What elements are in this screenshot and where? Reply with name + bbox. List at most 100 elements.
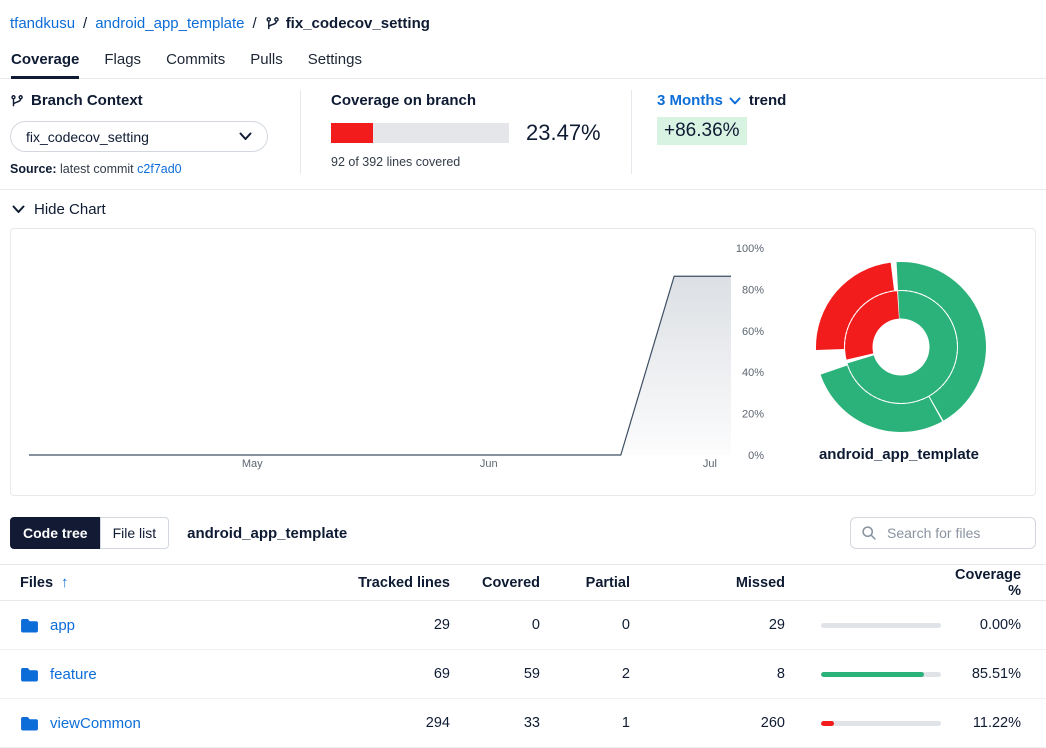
coverage-bar-track bbox=[821, 622, 941, 628]
breadcrumb-repo-link[interactable]: android_app_template bbox=[95, 15, 245, 32]
coverage-pct-column-header[interactable]: Coverage % bbox=[955, 566, 1022, 599]
coverage-on-branch-title: Coverage on branch bbox=[331, 92, 477, 109]
covered-value: 0 bbox=[531, 617, 540, 633]
folder-icon bbox=[20, 667, 39, 682]
x-tick-label: Jul bbox=[703, 458, 717, 470]
trend-period-value: 3 Months bbox=[657, 92, 723, 109]
file-search-input[interactable] bbox=[885, 524, 1025, 542]
coverage-bar-track bbox=[821, 671, 941, 677]
branch-selector-value: fix_codecov_setting bbox=[26, 128, 149, 145]
y-tick-label: 0% bbox=[748, 450, 764, 462]
files-table: Files ↑ Tracked lines Covered Partial Mi… bbox=[0, 564, 1046, 748]
trend-panel: 3 Months trend +86.36% bbox=[632, 88, 1046, 176]
chevron-down-icon bbox=[729, 97, 741, 105]
tracked-lines-column-header[interactable]: Tracked lines bbox=[358, 574, 450, 591]
source-label: Source: bbox=[10, 162, 57, 176]
tab-coverage[interactable]: Coverage bbox=[11, 45, 80, 79]
coverage-charts: May Jun Jul 100% 80% 60% 40% 20% 0% bbox=[29, 243, 986, 470]
files-table-header: Files ↑ Tracked lines Covered Partial Mi… bbox=[0, 564, 1046, 601]
branch-context-title-text: Branch Context bbox=[31, 92, 143, 109]
table-row-app: app 29 0 0 29 0.00% bbox=[0, 601, 1046, 650]
git-branch-icon bbox=[265, 16, 280, 31]
breadcrumb-branch: fix_codecov_setting bbox=[265, 15, 430, 32]
search-icon bbox=[861, 525, 877, 541]
git-branch-icon bbox=[10, 94, 24, 108]
sunburst-center-hole bbox=[873, 319, 929, 375]
coverage-bar-fill bbox=[821, 720, 835, 726]
missed-column-header[interactable]: Missed bbox=[735, 574, 785, 591]
tab-commits[interactable]: Commits bbox=[166, 51, 226, 68]
branch-context-title: Branch Context bbox=[10, 92, 280, 109]
breadcrumb-owner-link[interactable]: tfandkusu bbox=[10, 15, 76, 32]
tab-pulls[interactable]: Pulls bbox=[250, 51, 283, 68]
covered-value: 59 bbox=[523, 666, 540, 682]
coverage-percent-cell: 11.22% bbox=[972, 715, 1021, 731]
commit-link[interactable]: c2f7ad0 bbox=[137, 162, 182, 176]
hide-chart-toggle[interactable]: Hide Chart bbox=[0, 189, 1046, 228]
partial-value: 2 bbox=[621, 666, 630, 682]
missed-value: 260 bbox=[760, 715, 785, 731]
tab-flags[interactable]: Flags bbox=[104, 51, 142, 68]
y-tick-label: 60% bbox=[742, 326, 764, 338]
summary-divider bbox=[631, 90, 632, 174]
covered-column-header[interactable]: Covered bbox=[481, 574, 540, 591]
sunburst-green-segment[interactable] bbox=[896, 262, 986, 421]
tab-settings[interactable]: Settings bbox=[307, 51, 362, 68]
sort-up-arrow-icon: ↑ bbox=[61, 574, 69, 591]
coverage-chart-card: May Jun Jul 100% 80% 60% 40% 20% 0% android_app_… bbox=[10, 228, 1036, 496]
sunburst-green-segment[interactable] bbox=[820, 365, 943, 432]
partial-value: 1 bbox=[621, 715, 630, 731]
file-name-cell: viewCommon bbox=[20, 715, 330, 732]
branch-source-line: Source: latest commit c2f7ad0 bbox=[10, 162, 280, 176]
explorer-repo-title: android_app_template bbox=[187, 524, 348, 542]
view-toggle-file-list[interactable]: File list bbox=[99, 517, 170, 549]
coverage-bar-cell bbox=[785, 622, 955, 628]
covered-value: 33 bbox=[523, 715, 540, 731]
hide-chart-label: Hide Chart bbox=[34, 201, 106, 218]
repo-tabs: Coverage Flags Commits Pulls Settings bbox=[0, 45, 1046, 79]
file-explorer-bar: Code tree File list android_app_template bbox=[10, 517, 1036, 549]
table-row-viewcommon: viewCommon 294 33 1 260 11.22% bbox=[0, 699, 1046, 748]
coverage-percent-value: 23.47% bbox=[526, 120, 601, 145]
table-row-feature: feature 69 59 2 8 85.51% bbox=[0, 650, 1046, 699]
trend-label: trend bbox=[748, 92, 787, 109]
coverage-lines-detail: 92 of 392 lines covered bbox=[331, 155, 461, 169]
view-toggle-code-tree[interactable]: Code tree bbox=[10, 517, 100, 549]
coverage-bar-track bbox=[821, 720, 941, 726]
folder-link-app[interactable]: app bbox=[50, 616, 76, 634]
breadcrumb: tfandkusu / android_app_template / fix_c… bbox=[0, 0, 1046, 32]
file-search-box[interactable] bbox=[850, 517, 1036, 549]
coverage-area-fill bbox=[29, 276, 731, 455]
sunburst-red-segment[interactable] bbox=[816, 262, 895, 350]
coverage-percent-cell: 0.00% bbox=[979, 617, 1021, 633]
coverage-bar-fill bbox=[821, 671, 924, 677]
tracked-lines-value: 294 bbox=[425, 715, 450, 731]
sunburst-red-segment[interactable] bbox=[845, 291, 900, 360]
source-text: latest commit bbox=[60, 162, 134, 176]
folder-link-viewcommon[interactable]: viewCommon bbox=[50, 714, 141, 732]
y-tick-label: 100% bbox=[736, 243, 764, 255]
summary-divider bbox=[300, 90, 301, 174]
sunburst-repo-label: android_app_template bbox=[818, 446, 980, 463]
partial-value: 0 bbox=[621, 617, 630, 633]
missed-value: 29 bbox=[768, 617, 785, 633]
breadcrumb-branch-label: fix_codecov_setting bbox=[285, 15, 430, 32]
folder-link-feature[interactable]: feature bbox=[50, 665, 97, 683]
coverage-progress-track bbox=[331, 123, 509, 143]
tracked-lines-value: 69 bbox=[433, 666, 450, 682]
coverage-bar-cell bbox=[785, 671, 955, 677]
missed-value: 8 bbox=[776, 666, 785, 682]
x-tick-label: Jun bbox=[480, 458, 498, 470]
sunburst-green-segment[interactable] bbox=[847, 291, 958, 403]
branch-context-panel: Branch Context fix_codecov_setting Sourc… bbox=[0, 88, 300, 176]
coverage-bar-cell bbox=[785, 720, 955, 726]
sunburst-ring-separator bbox=[844, 290, 958, 404]
file-name-cell: feature bbox=[20, 666, 330, 683]
chevron-down-icon bbox=[12, 205, 25, 214]
trend-period-dropdown[interactable]: 3 Months bbox=[657, 92, 741, 109]
coverage-percent-cell: 85.51% bbox=[971, 666, 1021, 682]
branch-selector-dropdown[interactable]: fix_codecov_setting bbox=[10, 121, 268, 152]
files-column-header[interactable]: Files ↑ bbox=[20, 574, 330, 591]
partial-column-header[interactable]: Partial bbox=[585, 574, 630, 591]
folder-icon bbox=[20, 716, 39, 731]
